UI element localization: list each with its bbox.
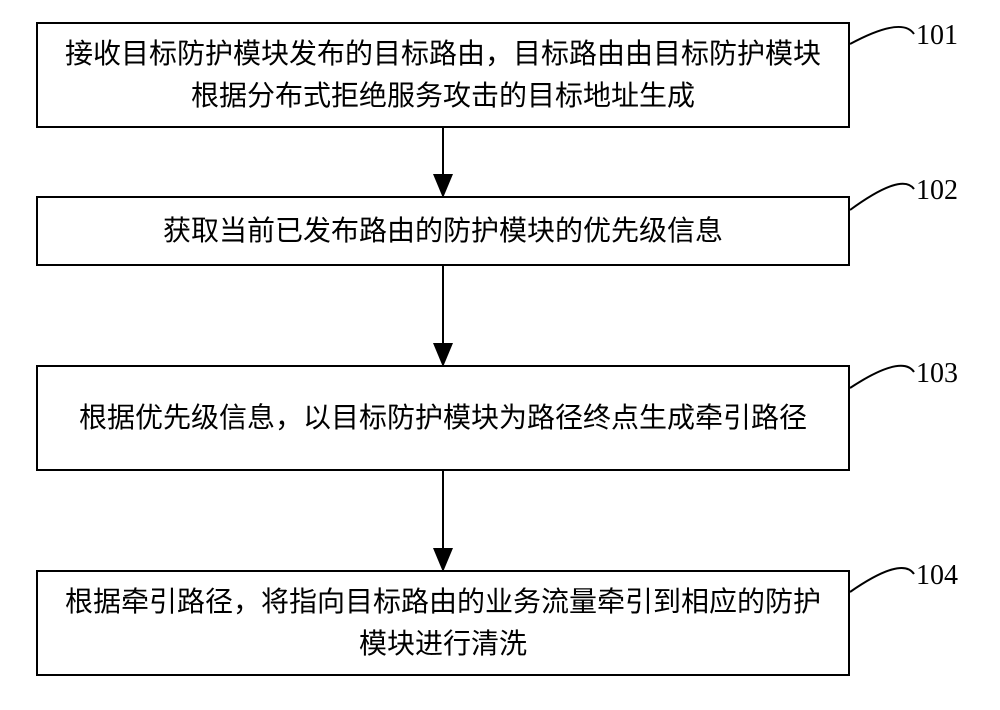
flow-node-label-n2: 102 — [916, 175, 958, 207]
flow-node-n3: 根据优先级信息，以目标防护模块为路径终点生成牵引路径 — [36, 365, 850, 471]
flow-node-text: 根据优先级信息，以目标防护模块为路径终点生成牵引路径 — [79, 397, 807, 439]
flow-node-label-n4: 104 — [916, 560, 958, 592]
flow-node-n2: 获取当前已发布路由的防护模块的优先级信息 — [36, 196, 850, 266]
flow-node-text: 根据牵引路径，将指向目标路由的业务流量牵引到相应的防护模块进行清洗 — [58, 581, 828, 665]
flow-node-n1: 接收目标防护模块发布的目标路由，目标路由由目标防护模块根据分布式拒绝服务攻击的目… — [36, 22, 850, 128]
label-connector — [850, 568, 914, 592]
flow-node-label-n1: 101 — [916, 20, 958, 52]
label-connector — [850, 366, 914, 388]
label-connector — [850, 27, 914, 44]
flow-node-text: 获取当前已发布路由的防护模块的优先级信息 — [163, 210, 723, 252]
label-connector — [850, 184, 914, 210]
flow-node-text: 接收目标防护模块发布的目标路由，目标路由由目标防护模块根据分布式拒绝服务攻击的目… — [58, 33, 828, 117]
flow-node-label-n3: 103 — [916, 358, 958, 390]
flow-node-n4: 根据牵引路径，将指向目标路由的业务流量牵引到相应的防护模块进行清洗 — [36, 570, 850, 676]
flowchart-canvas: 接收目标防护模块发布的目标路由，目标路由由目标防护模块根据分布式拒绝服务攻击的目… — [0, 0, 1000, 710]
